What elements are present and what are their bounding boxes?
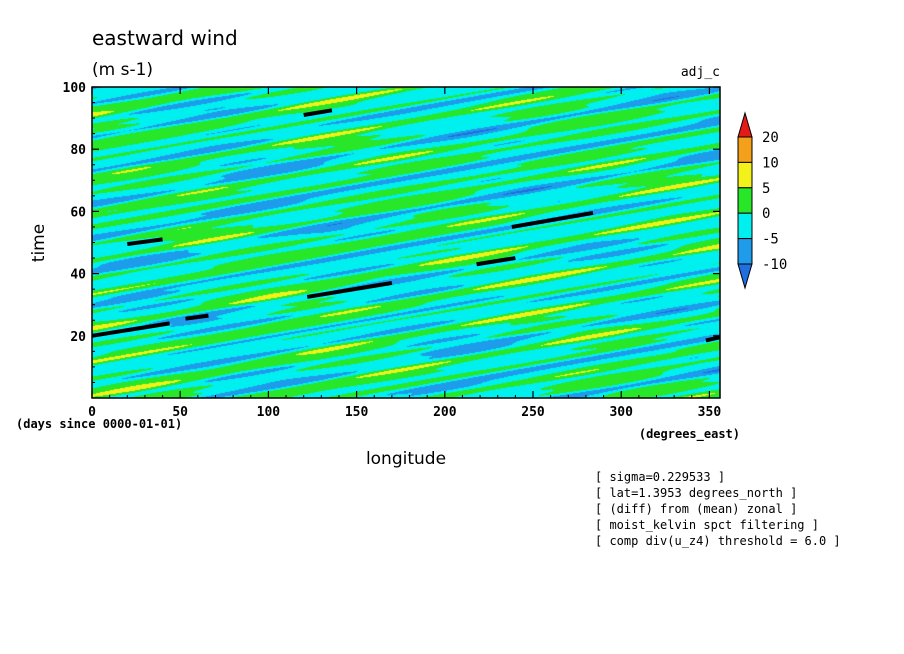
annotation-sigma: [ sigma=0.229533 ] (595, 470, 725, 484)
y-tick-label: 20 (70, 330, 86, 345)
x-tick-label: 350 (698, 405, 722, 420)
x-tick-label: 300 (609, 405, 633, 420)
contour-field (92, 87, 720, 398)
plot-area (92, 87, 720, 398)
colorbar-swatch (737, 161, 753, 189)
colorbar-label: 20 (762, 130, 779, 146)
label-top-right: adj_c (681, 65, 720, 80)
overlay-segment (476, 256, 516, 267)
x-tick-label: 100 (257, 405, 281, 420)
annotation-diff: [ (diff) from (mean) zonal ] (595, 502, 797, 516)
overlay-segment (91, 321, 170, 338)
overlay-segment (127, 237, 163, 247)
colorbar-label: 5 (762, 181, 770, 197)
colorbar-swatch (737, 238, 753, 265)
colorbar-label: -5 (762, 232, 779, 248)
chart-title: eastward wind (92, 26, 238, 50)
annotations: [ sigma=0.229533 ] [ lat=1.3953 degrees_… (595, 470, 841, 548)
colorbar: 20 10 5 0 -5 -10 (737, 111, 787, 290)
overlay-segment (705, 335, 721, 343)
annotation-threshold: [ comp div(u_z4) threshold = 6.0 ] (595, 534, 841, 548)
y-tick-label: 100 (63, 81, 87, 96)
colorbar-label: -10 (762, 257, 787, 273)
overlay-segment (185, 313, 209, 321)
y-tick-label: 60 (70, 205, 86, 220)
x-axis-units: (degrees_east) (639, 427, 740, 442)
colorbar-swatch (737, 212, 753, 240)
x-tick-label: 250 (521, 405, 545, 420)
y-axis-units: (days since 0000-01-01) (16, 417, 182, 431)
colorbar-extend-bottom (737, 263, 753, 290)
colorbar-label: 0 (762, 206, 770, 222)
chart-subtitle: (m s-1) (92, 60, 153, 80)
overlay-segment (303, 108, 333, 117)
colorbar-extend-top (737, 111, 753, 138)
x-tick-label: 0 (88, 405, 96, 420)
x-tick-label: 150 (345, 405, 369, 420)
y-axis-label: time (29, 224, 49, 262)
y-tick-label: 40 (70, 268, 86, 283)
x-axis-label: longitude (366, 449, 446, 469)
y-axis: 20 40 60 80 100 (63, 81, 720, 383)
x-tick-label: 200 (433, 405, 457, 420)
x-tick-label: 50 (172, 405, 188, 420)
x-axis: 0 50 100 150 200 250 300 350 (88, 87, 721, 420)
colorbar-swatch (737, 187, 753, 214)
annotation-filter: [ moist_kelvin spct filtering ] (595, 518, 819, 532)
y-tick-label: 80 (70, 143, 86, 158)
overlay-segments (91, 108, 721, 343)
overlay-segment (306, 280, 393, 299)
colorbar-swatch (737, 136, 753, 163)
overlay-segment (511, 210, 594, 229)
annotation-lat: [ lat=1.3953 degrees_north ] (595, 486, 797, 500)
colorbar-label: 10 (762, 155, 779, 171)
